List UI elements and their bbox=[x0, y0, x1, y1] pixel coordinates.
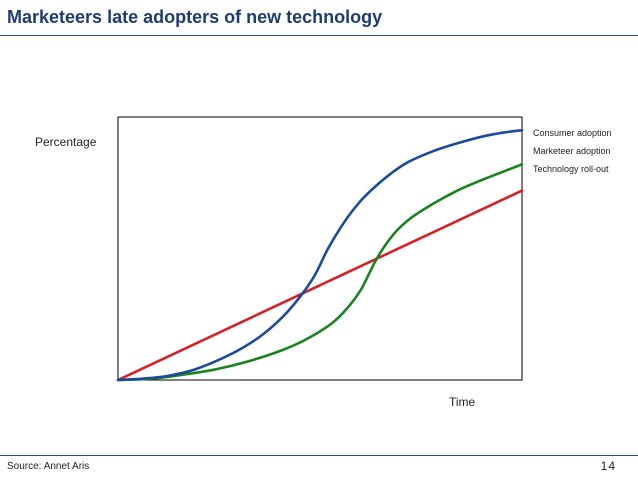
legend-item-technology-roll-out: Technology roll-out bbox=[533, 164, 609, 174]
series-line-technology-roll-out bbox=[116, 189, 524, 382]
footer-divider bbox=[0, 455, 638, 456]
slide-title: Marketeers late adopters of new technolo… bbox=[7, 7, 383, 27]
page-number: 14 bbox=[600, 459, 616, 473]
series-line-consumer-adoption bbox=[116, 128, 524, 382]
y-axis-label: Percentage bbox=[35, 135, 97, 149]
source-note: Source: Annet Aris bbox=[7, 461, 90, 472]
series-line-marketeer-adoption bbox=[116, 163, 524, 382]
title-divider bbox=[0, 35, 638, 36]
series-layer bbox=[116, 128, 524, 382]
plot-area-frame bbox=[117, 116, 523, 381]
x-axis-label: Time bbox=[449, 395, 476, 409]
chart-legend: Consumer adoption Marketeer adoption Tec… bbox=[533, 128, 613, 182]
legend-item-marketeer-adoption: Marketeer adoption bbox=[533, 146, 611, 156]
legend-item-consumer-adoption: Consumer adoption bbox=[533, 128, 612, 138]
